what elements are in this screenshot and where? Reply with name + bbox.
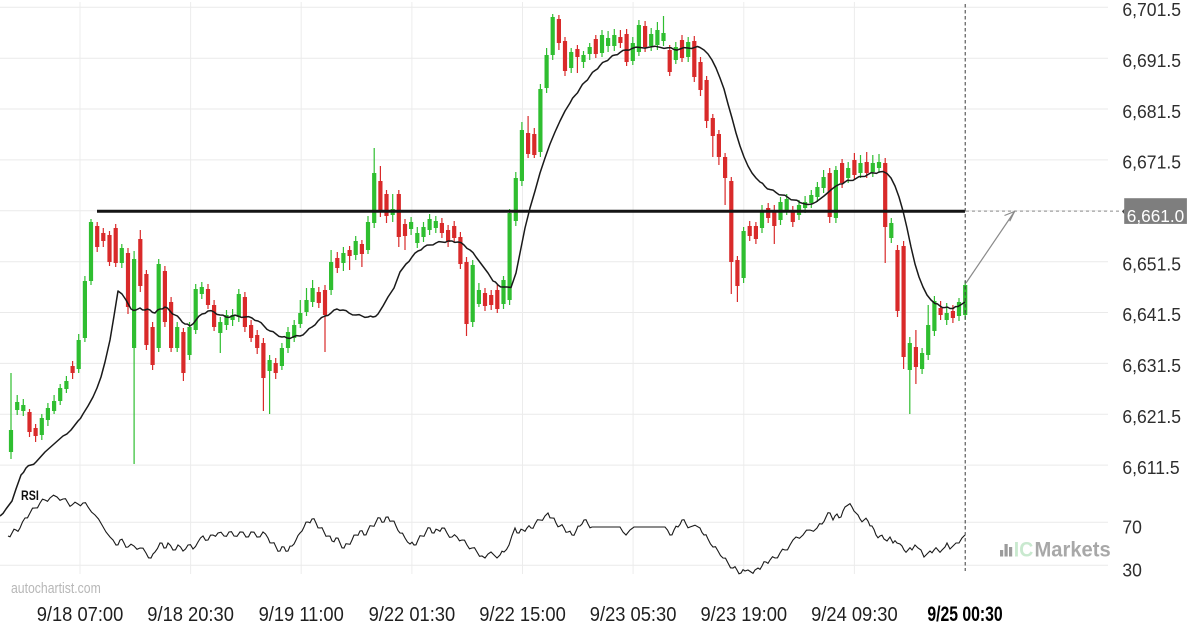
svg-text:6,611.5: 6,611.5 (1122, 457, 1179, 478)
svg-text:6,661.0: 6,661.0 (1127, 206, 1185, 226)
svg-text:9/23 19:00: 9/23 19:00 (700, 603, 787, 626)
svg-text:6,691.5: 6,691.5 (1122, 50, 1181, 71)
svg-text:9/18 20:30: 9/18 20:30 (147, 603, 234, 626)
svg-text:9/19 11:00: 9/19 11:00 (259, 603, 344, 626)
svg-text:6,701.5: 6,701.5 (1122, 0, 1181, 20)
svg-text:9/22 15:00: 9/22 15:00 (479, 603, 566, 626)
svg-text:9/22 01:30: 9/22 01:30 (369, 603, 456, 626)
svg-text:6,681.5: 6,681.5 (1122, 101, 1181, 122)
svg-text:RSI: RSI (21, 488, 39, 504)
svg-text:9/24 09:30: 9/24 09:30 (811, 603, 898, 626)
svg-text:6,641.5: 6,641.5 (1122, 305, 1181, 326)
svg-text:6,651.5: 6,651.5 (1122, 254, 1181, 275)
svg-text:6,621.5: 6,621.5 (1122, 407, 1181, 428)
svg-text:autochartist.com: autochartist.com (11, 580, 101, 596)
svg-text:9/18 07:00: 9/18 07:00 (37, 603, 124, 626)
svg-text:70: 70 (1122, 517, 1142, 538)
svg-text:9/23 05:30: 9/23 05:30 (590, 603, 677, 626)
svg-text:9/25 00:30: 9/25 00:30 (927, 602, 1002, 626)
svg-text:30: 30 (1122, 560, 1142, 581)
svg-text:6,631.5: 6,631.5 (1122, 356, 1181, 377)
svg-text:Markets: Markets (1035, 538, 1111, 561)
svg-text:6,671.5: 6,671.5 (1122, 152, 1181, 173)
svg-text:IC: IC (1014, 539, 1034, 562)
